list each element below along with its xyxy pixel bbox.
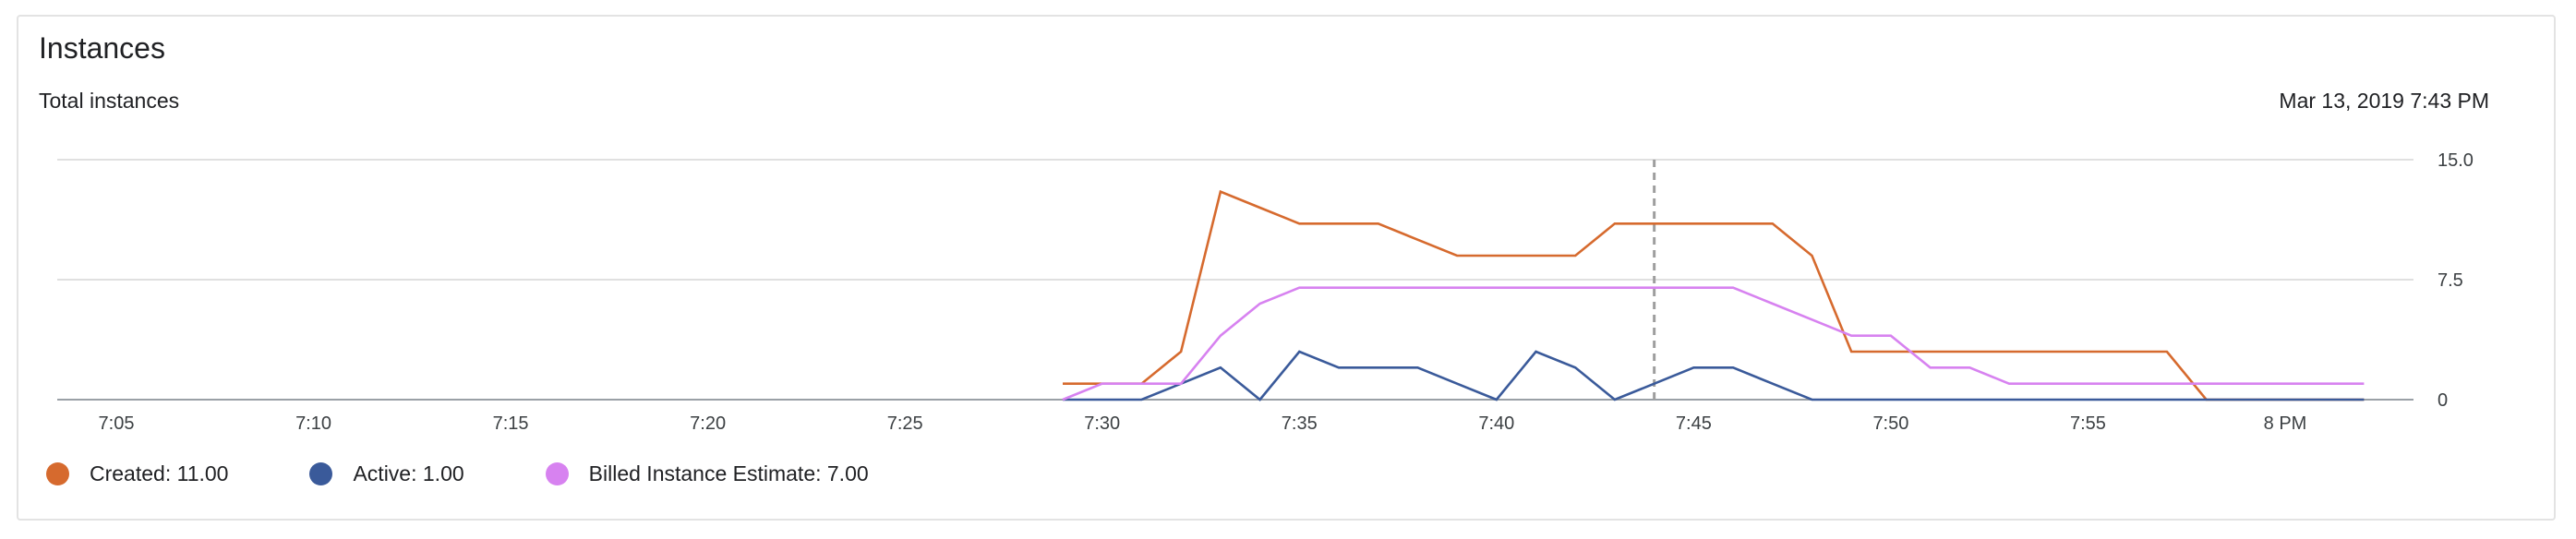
x-tick-label: 7:50 (1872, 413, 1908, 434)
x-tick-label: 7:30 (1084, 413, 1120, 434)
x-tick-label: 7:25 (887, 413, 923, 434)
x-tick-label: 7:55 (2070, 413, 2106, 434)
hover-timestamp: Mar 13, 2019 7:43 PM (2279, 89, 2489, 113)
y-tick-label: 7.5 (2438, 270, 2463, 291)
series-line-billed-instance-estimate (1062, 286, 2365, 401)
legend-item-created[interactable]: Created: 11.00 (46, 461, 228, 486)
y-tick-label: 0 (2438, 390, 2448, 411)
x-tick-label: 8 PM (2264, 413, 2307, 434)
active-swatch (309, 462, 333, 485)
legend-item-active[interactable]: Active: 1.00 (309, 461, 464, 486)
x-tick-label: 7:10 (295, 413, 331, 434)
x-tick-label: 7:35 (1282, 413, 1318, 434)
x-tick-label: 7:05 (99, 413, 135, 434)
chart-legend: Created: 11.00 Active: 1.00 Billed Insta… (46, 461, 950, 486)
y-tick-label: 15.0 (2438, 150, 2474, 171)
instances-card (17, 15, 2556, 521)
chart-subtitle: Total instances (39, 89, 180, 113)
legend-label-created: Created: 11.00 (90, 461, 229, 485)
created-swatch (46, 462, 69, 485)
card-title: Instances (39, 31, 165, 65)
legend-item-billed[interactable]: Billed Instance Estimate: 7.00 (545, 461, 869, 486)
legend-label-billed: Billed Instance Estimate: 7.00 (588, 461, 869, 485)
billed-swatch (545, 462, 569, 485)
legend-label-active: Active: 1.00 (353, 461, 464, 485)
series-line-active (1063, 350, 2365, 401)
x-tick-label: 7:15 (493, 413, 529, 434)
series-line-created (1063, 189, 2365, 401)
x-tick-label: 7:40 (1478, 413, 1514, 434)
x-tick-label: 7:20 (690, 413, 726, 434)
x-tick-label: 7:45 (1676, 413, 1712, 434)
